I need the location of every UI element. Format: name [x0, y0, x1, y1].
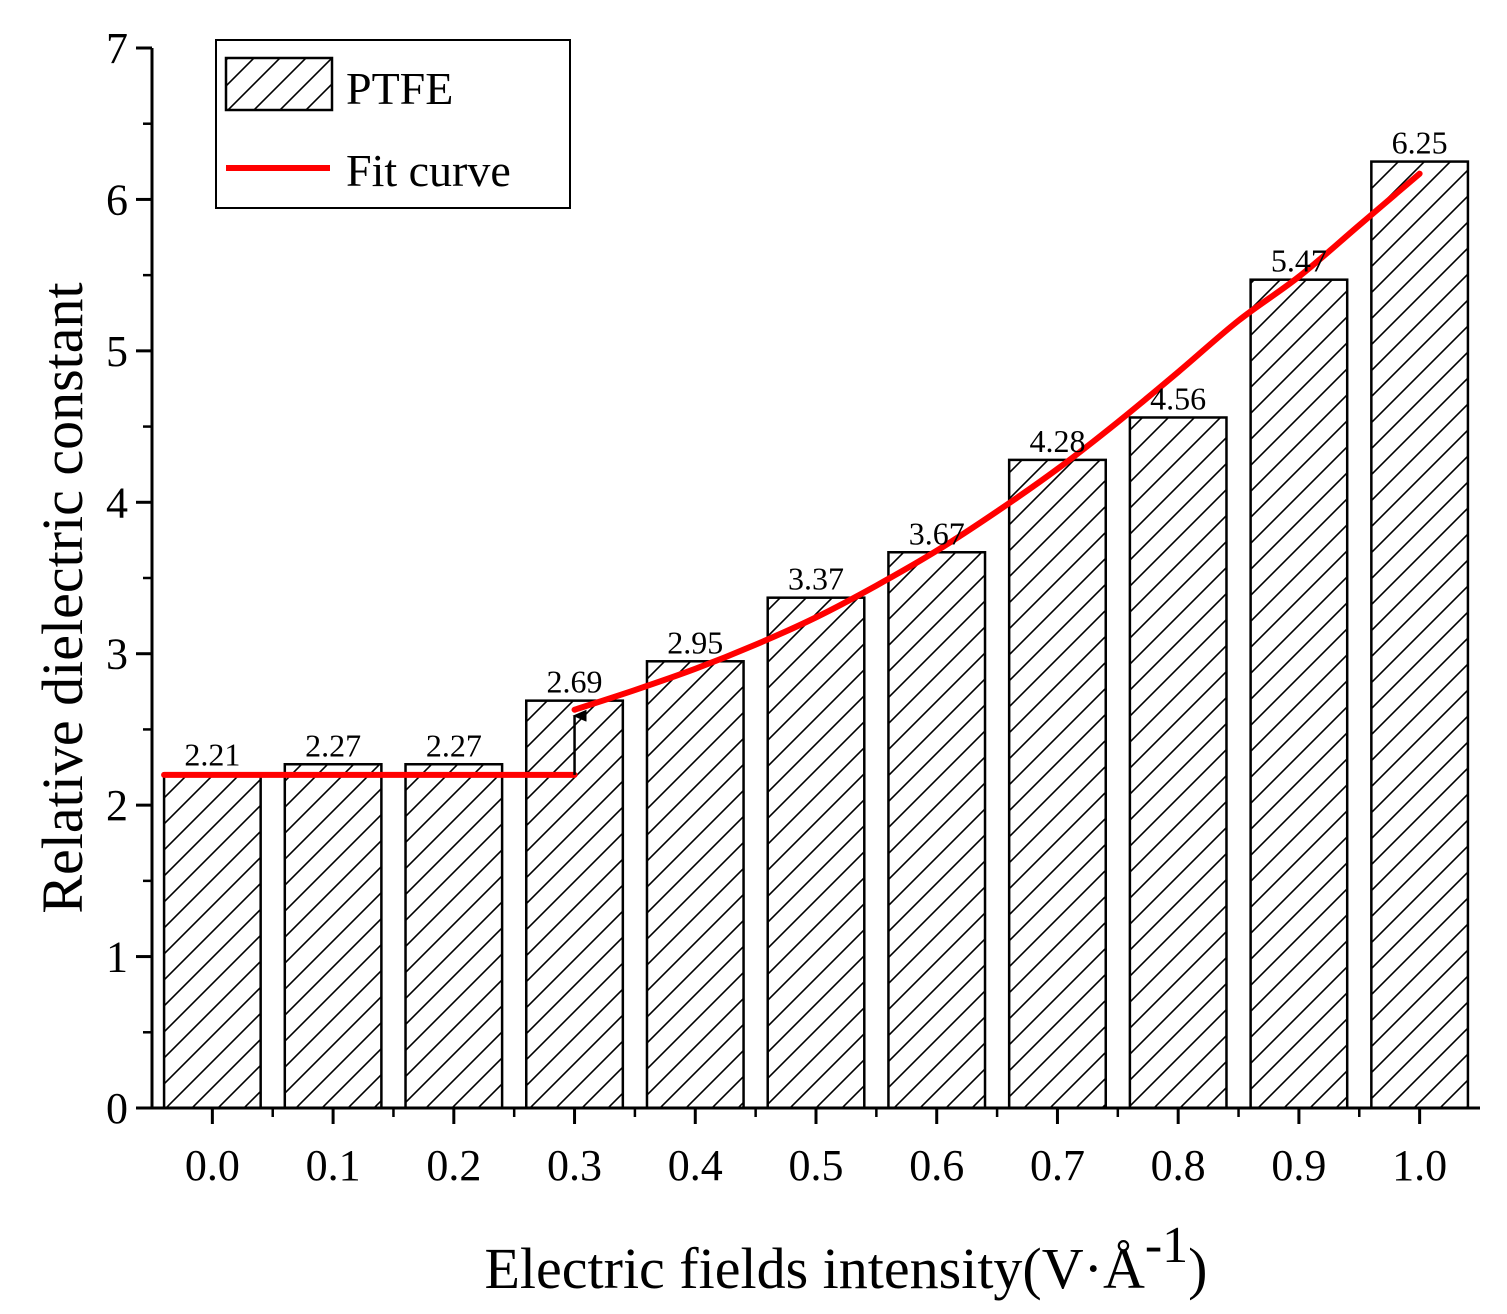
- x-axis-title-close: ): [1188, 1236, 1207, 1301]
- legend: PTFE Fit curve: [215, 39, 571, 209]
- fit-curve-layer: [161, 170, 1423, 778]
- bars-layer: [162, 160, 1470, 1110]
- y-tick-label: 7: [106, 24, 128, 73]
- x-tick-label: 0.6: [909, 1141, 964, 1190]
- legend-label-fit-curve: Fit curve: [346, 145, 511, 196]
- axes-layer: [136, 46, 1480, 1124]
- bar-0.0: [162, 772, 262, 1110]
- y-tick-label: 1: [106, 933, 128, 982]
- bar-0.7: [1007, 458, 1107, 1110]
- bar-value-label: 3.37: [788, 561, 844, 597]
- bar-0.8: [1128, 416, 1228, 1110]
- bar-value-label: 4.56: [1150, 380, 1206, 416]
- x-tick-label: 1.0: [1392, 1141, 1447, 1190]
- bar-0.2: [404, 763, 504, 1110]
- y-tick-label: 5: [106, 327, 128, 376]
- labels-layer: 2.21 2.27 2.27 2.69 2.95 3.37 3.67 4.28 4.56 5.47…: [30, 24, 1448, 1301]
- x-axis-title-superscript: -1: [1145, 1217, 1188, 1274]
- y-tick-label: 6: [106, 175, 128, 224]
- legend-swatch-ptfe: [224, 56, 334, 112]
- x-tick-label: 0.2: [426, 1141, 481, 1190]
- bar-0.5: [766, 596, 866, 1110]
- x-axis-title: Electric fields intensity(V·Å-1): [484, 1217, 1207, 1301]
- bar-value-label: 5.47: [1271, 243, 1327, 279]
- x-tick-label: 0.8: [1151, 1141, 1206, 1190]
- y-tick-label: 4: [106, 478, 128, 527]
- bar-0.4: [645, 660, 745, 1110]
- bar-value-label: 6.25: [1392, 125, 1448, 161]
- bar-0.6: [887, 551, 987, 1110]
- bar-value-label: 2.95: [667, 624, 723, 660]
- y-tick-label: 2: [106, 781, 128, 830]
- bar-value-label: 2.69: [547, 664, 603, 700]
- bar-value-label: 4.28: [1029, 423, 1085, 459]
- bar-0.1: [283, 763, 383, 1110]
- y-tick-label: 0: [106, 1084, 128, 1133]
- x-tick-label: 0.5: [789, 1141, 844, 1190]
- bar-0.9: [1249, 278, 1349, 1110]
- x-tick-label: 0.9: [1271, 1141, 1326, 1190]
- x-tick-label: 0.4: [668, 1141, 723, 1190]
- y-axis-title: Relative dielectric constant: [30, 282, 95, 913]
- fit-curve-line: [571, 170, 1423, 713]
- bar-value-label: 3.67: [909, 515, 965, 551]
- x-tick-label: 0.1: [306, 1141, 361, 1190]
- x-tick-label: 0.7: [1030, 1141, 1085, 1190]
- legend-label-ptfe: PTFE: [346, 63, 453, 114]
- bar-value-label: 2.27: [305, 727, 361, 763]
- y-tick-label: 3: [106, 630, 128, 679]
- bar-value-label: 2.21: [184, 736, 240, 772]
- bar-value-label: 2.27: [426, 727, 482, 763]
- x-tick-label: 0.0: [185, 1141, 240, 1190]
- x-tick-label: 0.3: [547, 1141, 602, 1190]
- x-axis-title-main: Electric fields intensity(V·Å: [484, 1236, 1144, 1301]
- bar-1.0: [1370, 160, 1470, 1110]
